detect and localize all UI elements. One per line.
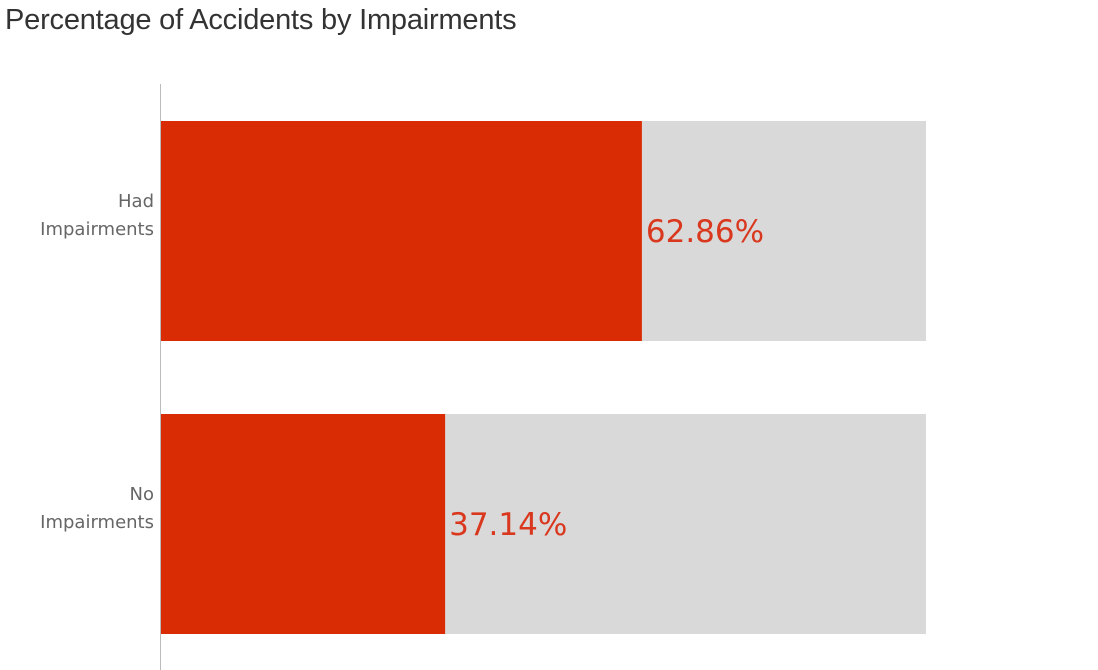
category-label-line: Impairments [40,219,154,240]
value-label-had-impairments: 62.86% [646,214,764,250]
category-label-line: Impairments [40,512,154,533]
category-label-line: No [130,484,154,505]
chart-title: Percentage of Accidents by Impairments [5,4,517,36]
category-label-line: Had [118,191,154,212]
category-label-had-impairments: Had Impairments [40,191,154,240]
bar-no-impairments [161,414,446,634]
category-label-no-impairments: No Impairments [40,484,154,533]
value-label-no-impairments: 37.14% [449,507,567,543]
bar-had-impairments [161,121,642,341]
